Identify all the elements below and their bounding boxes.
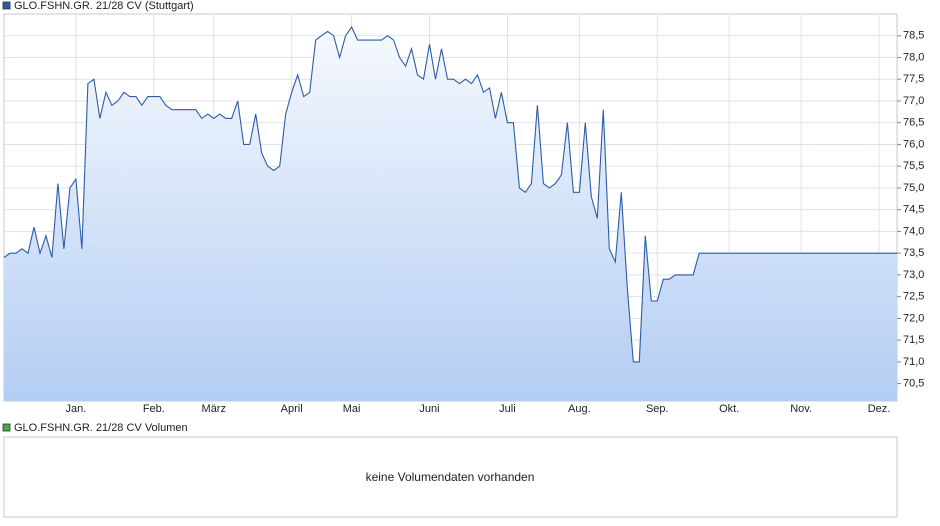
x-tick-label: April [281, 403, 303, 415]
y-tick-label: 73,5 [903, 247, 924, 259]
y-tick-label: 72,5 [903, 291, 924, 303]
y-tick-label: 75,5 [903, 160, 924, 172]
x-tick-label: Dez. [868, 403, 891, 415]
no-data-message: keine Volumendaten vorhanden [366, 470, 535, 484]
legend-swatch [2, 423, 11, 432]
x-tick-label: Mai [343, 403, 361, 415]
y-tick-label: 73,0 [903, 269, 924, 281]
legend-label: GLO.FSHN.GR. 21/28 CV (Stuttgart) [14, 0, 194, 12]
x-tick-label: Jan. [66, 403, 87, 415]
y-tick-label: 77,0 [903, 95, 924, 107]
x-tick-label: Nov. [790, 403, 812, 415]
y-tick-label: 78,5 [903, 30, 924, 42]
legend-swatch [2, 1, 11, 10]
y-tick-label: 77,5 [903, 73, 924, 85]
x-tick-label: Feb. [143, 403, 165, 415]
x-tick-label: März [202, 403, 226, 415]
volume-legend: GLO.FSHN.GR. 21/28 CV Volumen [14, 422, 188, 434]
y-tick-label: 78,0 [903, 51, 924, 63]
y-tick-label: 76,5 [903, 117, 924, 129]
x-tick-label: Sep. [646, 403, 669, 415]
x-tick-label: Juli [499, 403, 516, 415]
y-tick-label: 71,0 [903, 356, 924, 368]
y-tick-label: 70,5 [903, 378, 924, 390]
x-tick-label: Aug. [568, 403, 591, 415]
price-line [3, 25, 897, 363]
y-tick-label: 71,5 [903, 334, 924, 346]
y-tick-label: 72,0 [903, 312, 924, 324]
volume-panel [3, 436, 898, 518]
area [4, 27, 897, 401]
x-tick-label: Juni [419, 403, 439, 415]
y-tick-label: 74,0 [903, 225, 924, 237]
y-tick-label: 74,5 [903, 204, 924, 216]
x-tick-label: Okt. [719, 403, 739, 415]
y-tick-label: 76,0 [903, 138, 924, 150]
y-tick-label: 75,0 [903, 182, 924, 194]
